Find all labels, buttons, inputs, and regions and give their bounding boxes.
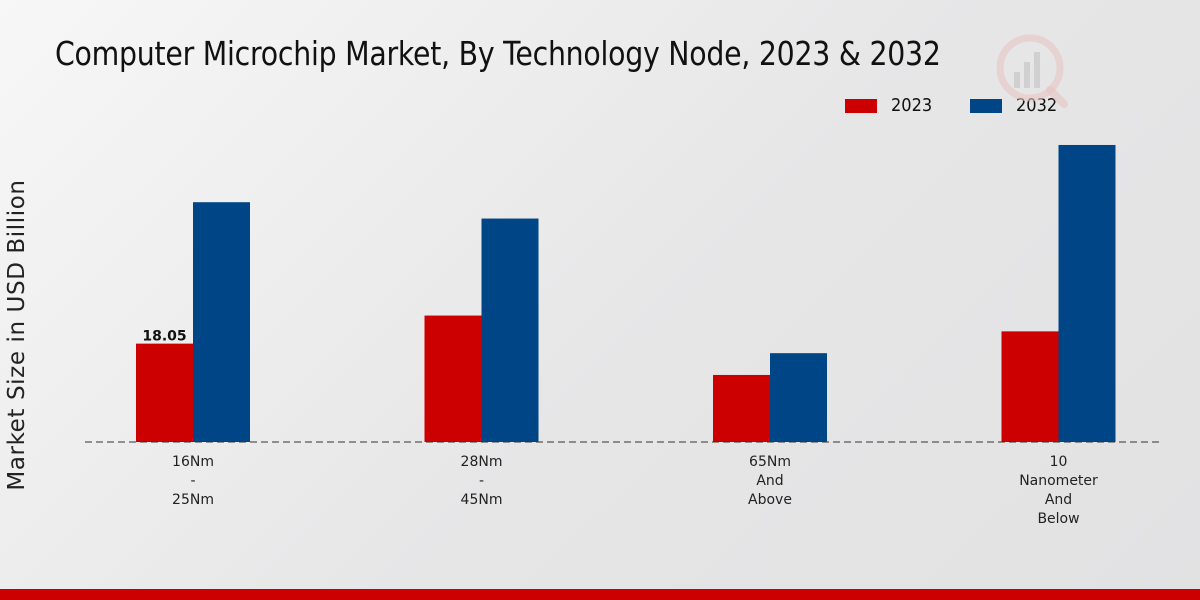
bar-2023-0	[136, 343, 193, 442]
bar-2023-3	[1001, 331, 1059, 442]
bar-2032-3	[1058, 144, 1116, 442]
chart-title: Computer Microchip Market, By Technology…	[55, 34, 941, 73]
bar-2032-2	[770, 353, 827, 442]
data-label-0: 18.05	[142, 329, 186, 345]
x-tick-label-0: 16Nm -25Nm	[172, 454, 214, 508]
legend-item-2023: 2023	[845, 95, 937, 116]
legend-swatch-2023	[845, 98, 877, 113]
x-tick-label-1: 28Nm -45Nm	[461, 454, 503, 508]
watermark-logo-icon	[996, 34, 1068, 108]
x-tick-label-2: 65Nm And Above	[748, 454, 792, 508]
bar-2032-0	[193, 202, 250, 442]
legend-swatch-2032	[969, 98, 1002, 113]
bar-2023-2	[713, 374, 770, 442]
legend-label-2023: 2023	[891, 95, 933, 116]
bottom-accent-bar	[0, 589, 1200, 600]
bar-2032-1	[481, 218, 539, 442]
bar-2023-1	[424, 315, 482, 442]
x-tick-label-3: 10 Nanometer And Below	[1019, 454, 1098, 527]
